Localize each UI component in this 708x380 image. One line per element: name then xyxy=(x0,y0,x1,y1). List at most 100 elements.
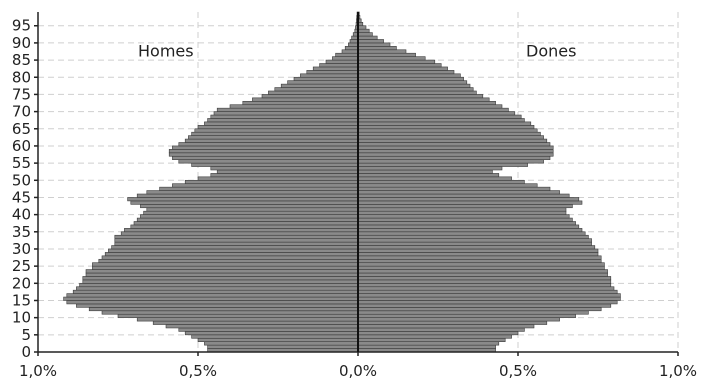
bar-dones-age-43 xyxy=(357,200,583,205)
bar-dones-age-67 xyxy=(357,118,525,123)
bar-homes-age-60 xyxy=(178,142,359,147)
bar-homes-age-37 xyxy=(133,221,359,226)
bar-dones-age-93 xyxy=(357,28,370,33)
bar-homes-age-29 xyxy=(108,248,359,253)
bar-dones-age-50 xyxy=(357,176,512,181)
bar-homes-age-9 xyxy=(136,317,359,322)
y-tick-label-55: 55 xyxy=(12,154,31,172)
bar-dones-age-59 xyxy=(357,145,554,150)
bar-homes-age-42 xyxy=(140,204,359,209)
bar-dones-age-90 xyxy=(357,39,384,44)
bar-dones-age-12 xyxy=(357,307,602,312)
bar-dones-age-74 xyxy=(357,94,484,99)
bar-homes-age-88 xyxy=(344,46,359,51)
bar-dones-age-75 xyxy=(357,90,477,95)
bar-dones-age-3 xyxy=(357,337,506,342)
bar-homes-age-15 xyxy=(63,296,359,301)
bar-dones-age-28 xyxy=(357,252,599,257)
bar-dones-age-30 xyxy=(357,245,596,250)
bar-homes-age-80 xyxy=(300,73,359,78)
bar-homes-age-64 xyxy=(194,128,359,133)
bar-dones-age-83 xyxy=(357,63,442,68)
bar-dones-age-33 xyxy=(357,234,589,239)
bar-homes-age-10 xyxy=(117,313,359,318)
bar-dones-age-94 xyxy=(357,25,367,30)
bar-dones-age-21 xyxy=(357,276,612,281)
bar-dones-age-4 xyxy=(357,334,512,339)
bar-homes-age-49 xyxy=(184,179,359,185)
bar-dones-age-77 xyxy=(357,83,471,88)
bar-homes-age-4 xyxy=(191,334,359,339)
bar-dones-age-79 xyxy=(357,76,464,81)
bar-dones-age-40 xyxy=(357,210,567,215)
series-label-homes: Homes xyxy=(138,42,194,61)
bar-homes-age-39 xyxy=(140,214,359,219)
bar-homes-age-38 xyxy=(136,217,359,222)
bar-homes-age-47 xyxy=(159,186,359,191)
bar-dones-age-11 xyxy=(357,310,589,315)
y-tick-label-85: 85 xyxy=(12,51,31,69)
bar-dones-age-73 xyxy=(357,97,490,102)
y-tick-label-75: 75 xyxy=(12,85,31,103)
dones-bars xyxy=(357,11,621,353)
bar-homes-age-66 xyxy=(204,121,359,126)
y-tick-label-30: 30 xyxy=(12,240,31,258)
y-tick-label-80: 80 xyxy=(12,68,31,86)
y-tick-label-70: 70 xyxy=(12,103,31,121)
bar-dones-age-23 xyxy=(357,269,608,274)
bar-dones-age-10 xyxy=(357,313,576,318)
bar-dones-age-70 xyxy=(357,107,509,112)
bar-dones-age-76 xyxy=(357,87,474,92)
bar-homes-age-22 xyxy=(85,272,359,277)
bar-dones-age-37 xyxy=(357,221,576,226)
bar-homes-age-18 xyxy=(76,286,359,291)
bar-dones-age-6 xyxy=(357,327,525,332)
bar-dones-age-80 xyxy=(357,73,461,78)
bar-homes-age-30 xyxy=(111,245,359,250)
y-tick-label-60: 60 xyxy=(12,137,31,155)
bar-dones-age-60 xyxy=(357,142,551,147)
bar-dones-age-24 xyxy=(357,265,605,270)
bar-dones-age-84 xyxy=(357,59,436,64)
bar-homes-age-77 xyxy=(280,83,359,88)
bar-homes-age-82 xyxy=(312,66,359,71)
bar-dones-age-82 xyxy=(357,66,448,71)
bar-homes-age-48 xyxy=(172,183,359,188)
bar-dones-age-65 xyxy=(357,125,535,130)
bar-dones-age-64 xyxy=(357,128,538,133)
bar-homes-age-36 xyxy=(130,224,359,229)
bar-dones-age-36 xyxy=(357,224,580,229)
bar-dones-age-39 xyxy=(357,214,570,219)
bar-homes-age-79 xyxy=(293,76,359,81)
bar-homes-age-25 xyxy=(92,262,359,267)
bar-homes-age-69 xyxy=(213,111,359,116)
bar-homes-age-55 xyxy=(178,159,359,164)
bar-dones-age-15 xyxy=(357,296,621,301)
bar-homes-age-89 xyxy=(348,42,359,47)
bar-homes-age-70 xyxy=(216,107,359,112)
bar-dones-age-69 xyxy=(357,111,516,116)
bar-homes-age-24 xyxy=(92,265,359,270)
bar-dones-age-14 xyxy=(357,300,618,305)
bar-homes-age-1 xyxy=(207,344,359,349)
bar-homes-age-76 xyxy=(274,87,359,92)
bar-homes-age-56 xyxy=(172,155,359,160)
bar-dones-age-20 xyxy=(357,279,612,284)
bar-homes-age-17 xyxy=(72,289,359,294)
bar-dones-age-61 xyxy=(357,138,548,143)
bar-dones-age-44 xyxy=(357,197,580,202)
bar-homes-age-13 xyxy=(76,303,359,308)
y-tick-label-5: 5 xyxy=(21,326,31,344)
bar-dones-age-81 xyxy=(357,70,455,75)
bar-homes-age-65 xyxy=(197,125,359,130)
bar-dones-age-56 xyxy=(357,155,551,160)
bar-dones-age-86 xyxy=(357,52,416,57)
bar-dones-age-31 xyxy=(357,241,592,246)
bar-homes-age-84 xyxy=(325,59,359,64)
bar-homes-age-34 xyxy=(120,231,359,236)
bar-dones-age-22 xyxy=(357,272,608,277)
bar-homes-age-6 xyxy=(178,327,359,332)
bar-homes-age-81 xyxy=(306,70,359,75)
bar-dones-age-2 xyxy=(357,341,500,346)
